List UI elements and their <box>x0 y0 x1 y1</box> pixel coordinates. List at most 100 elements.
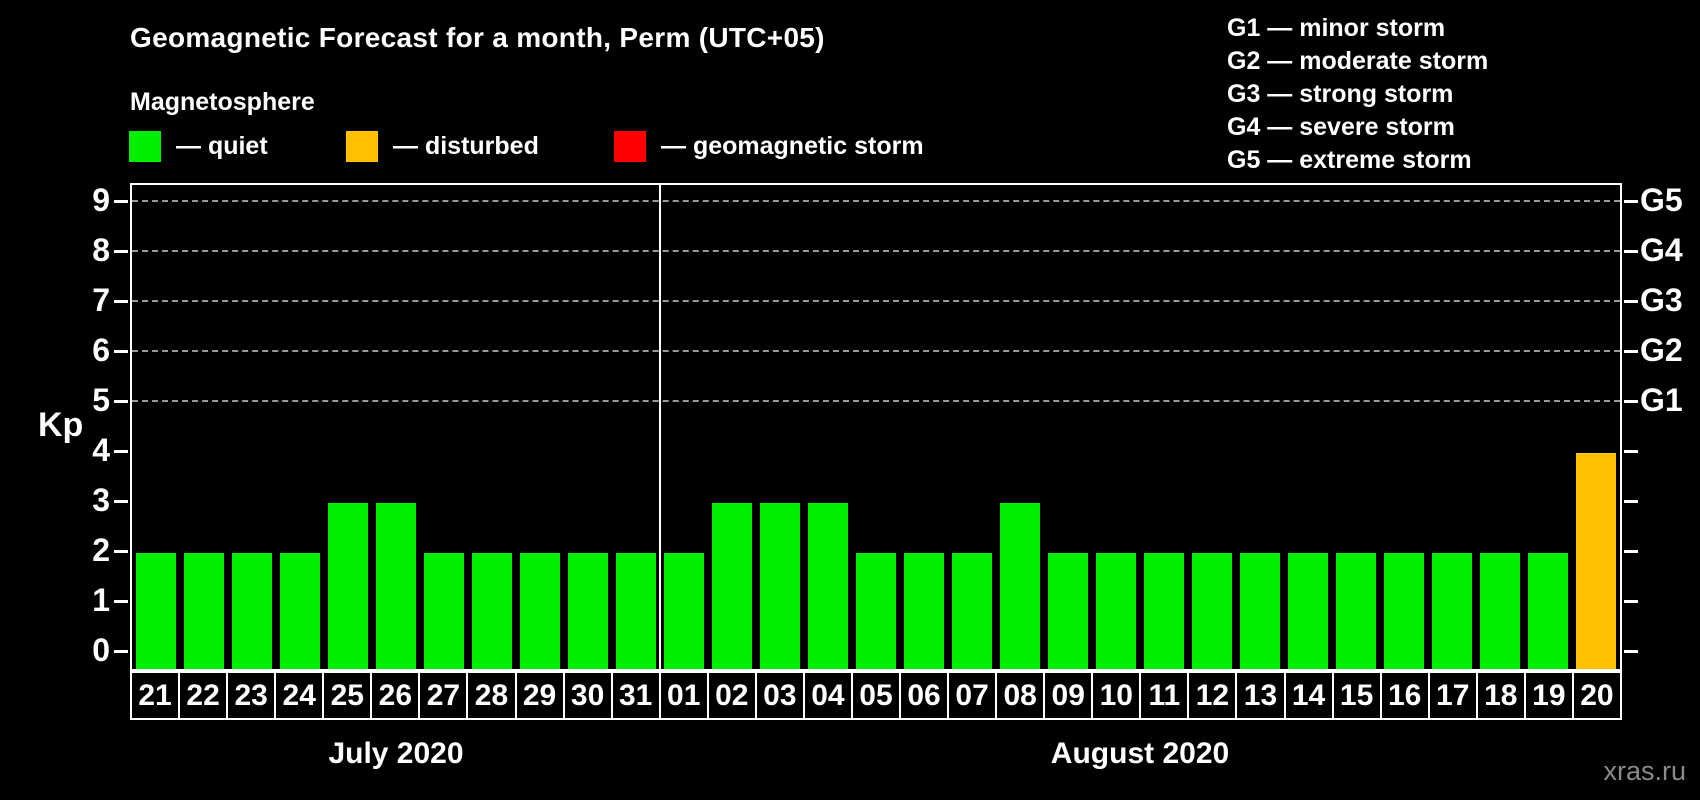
disturbed-color-swatch <box>346 131 378 162</box>
storm-scale-item: G4 — severe storm <box>1227 113 1455 141</box>
day-label: 09 <box>1043 673 1091 718</box>
y-tick-left <box>114 250 128 253</box>
y-tick-left <box>114 650 128 653</box>
storm-color-swatch <box>614 131 646 162</box>
kp-bar <box>1336 553 1376 669</box>
day-label: 28 <box>466 673 514 718</box>
day-label: 11 <box>1139 673 1187 718</box>
magnetosphere-legend-heading: Magnetosphere <box>130 88 315 116</box>
magnetosphere-legend: — quiet — disturbed — geomagnetic storm <box>0 131 1700 165</box>
day-label: 24 <box>274 673 322 718</box>
day-label: 13 <box>1235 673 1283 718</box>
kp-bar <box>1048 553 1088 669</box>
kp-bar <box>472 553 512 669</box>
g-level-label: G5 <box>1640 182 1683 218</box>
y-tick-left <box>114 400 128 403</box>
day-label: 10 <box>1091 673 1139 718</box>
day-label: 21 <box>138 679 172 712</box>
legend-label: — geomagnetic storm <box>661 132 924 160</box>
y-tick-label: 9 <box>92 182 110 218</box>
gridline <box>132 200 1620 202</box>
kp-bar <box>1384 553 1424 669</box>
y-tick-right <box>1624 500 1638 503</box>
day-label: 29 <box>514 673 563 718</box>
watermark: xras.ru <box>1603 756 1686 786</box>
y-tick-left <box>114 550 128 553</box>
day-label: 31 <box>610 673 659 718</box>
y-tick-label: 5 <box>92 382 110 418</box>
day-label: 27 <box>418 673 466 718</box>
y-tick-left <box>114 300 128 303</box>
month-label: July 2020 <box>328 737 464 770</box>
month-separator-line <box>659 185 661 669</box>
y-tick-right <box>1624 650 1638 653</box>
kp-bar <box>568 553 608 669</box>
y-axis-title: Kp <box>38 406 84 444</box>
day-label: 12 <box>1187 673 1235 718</box>
g-level-label: G4 <box>1640 232 1683 268</box>
storm-scale-item: G1 — minor storm <box>1227 14 1446 42</box>
legend-label: — quiet <box>176 132 268 160</box>
g-level-label: G1 <box>1640 382 1683 418</box>
y-tick-left <box>114 500 128 503</box>
day-axis: 21 22 23 24 25 26 27 28 29 30 31 01 02 03 04 05 06 07 08 09… <box>130 671 1622 720</box>
day-label: 02 <box>706 673 755 718</box>
day-label: 07 <box>947 673 995 718</box>
day-label: 06 <box>899 673 947 718</box>
y-tick-label: 6 <box>92 332 110 368</box>
gridline <box>132 300 1620 302</box>
chart-title: Geomagnetic Forecast for a month, Perm (… <box>130 22 825 53</box>
legend-item-storm: — geomagnetic storm <box>614 131 924 162</box>
gridline <box>132 350 1620 352</box>
kp-bar <box>904 553 944 669</box>
kp-bar <box>1480 553 1520 669</box>
kp-bar <box>1000 503 1040 669</box>
kp-bar <box>760 503 800 669</box>
kp-bar <box>1288 553 1328 669</box>
kp-bar <box>376 503 416 669</box>
kp-bar <box>328 503 368 669</box>
kp-bar <box>712 503 752 669</box>
y-tick-label: 4 <box>92 432 110 468</box>
legend-item-disturbed: — disturbed <box>346 131 539 162</box>
gridline <box>132 400 1620 402</box>
y-tick-right <box>1624 550 1638 553</box>
day-label: 26 <box>370 673 418 718</box>
storm-scale-item: G2 — moderate storm <box>1227 47 1489 75</box>
kp-bar <box>1576 453 1616 669</box>
day-label: 25 <box>322 673 370 718</box>
day-label: 04 <box>802 673 851 718</box>
kp-bar <box>424 553 464 669</box>
y-tick-left <box>114 200 128 203</box>
kp-bar <box>664 553 704 669</box>
y-tick-right <box>1624 350 1638 353</box>
day-label: 08 <box>995 673 1043 718</box>
y-tick-label: 0 <box>92 632 110 668</box>
y-tick-right <box>1624 450 1638 453</box>
y-tick-label: 3 <box>92 482 110 518</box>
g-level-label: G2 <box>1640 332 1683 368</box>
kp-bar <box>280 553 320 669</box>
kp-bar <box>1096 553 1136 669</box>
y-tick-left <box>114 600 128 603</box>
y-tick-label: 8 <box>92 232 110 268</box>
storm-scale-legend: G1 — minor storm G2 — moderate storm G3 — … <box>1227 12 1488 177</box>
day-label: 05 <box>850 673 899 718</box>
y-tick-left <box>114 350 128 353</box>
kp-bar <box>808 503 848 669</box>
kp-bar <box>520 553 560 669</box>
y-tick-right <box>1624 600 1638 603</box>
kp-bar <box>1432 553 1472 669</box>
y-tick-label: 2 <box>92 532 110 568</box>
day-label: 23 <box>226 673 274 718</box>
day-label: 16 <box>1379 673 1428 718</box>
g-level-label: G3 <box>1640 282 1683 318</box>
y-tick-right <box>1624 200 1638 203</box>
y-tick-label: 1 <box>92 582 110 618</box>
kp-bar <box>184 553 224 669</box>
day-label: 15 <box>1331 673 1380 718</box>
day-label: 22 <box>178 673 226 718</box>
day-label: 01 <box>658 673 707 718</box>
gridline <box>132 250 1620 252</box>
kp-bar <box>1144 553 1184 669</box>
